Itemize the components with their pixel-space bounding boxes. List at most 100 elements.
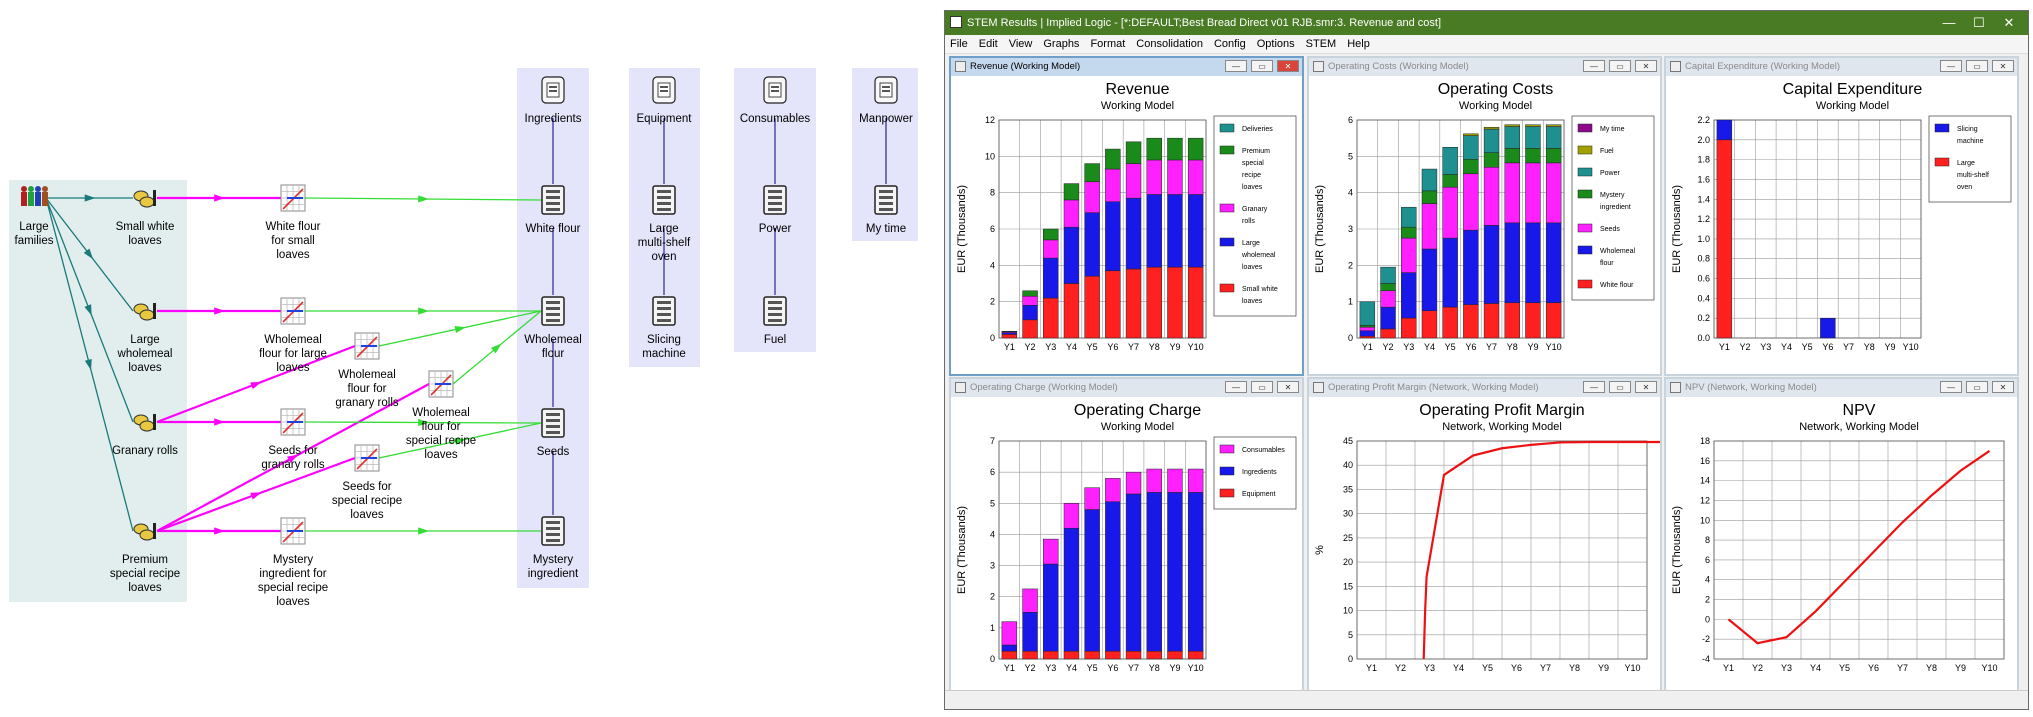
menu-edit[interactable]: Edit [978, 38, 998, 50]
node-mystery-special[interactable]: Mystery ingredient for special recipe loave… [257, 554, 329, 608]
node-seeds-special[interactable]: Seeds for special recipe loaves [331, 481, 403, 521]
node-premium-special-recipe-loaves[interactable]: Premium special recipe loaves [109, 554, 181, 594]
pane-title-bar[interactable]: Operating Costs (Working Model) — ▭ ✕ [1309, 58, 1660, 76]
y-tick-label: -2 [1702, 634, 1710, 644]
pane-close-button[interactable]: ✕ [1992, 381, 2014, 393]
node-ingredients[interactable]: Ingredients [524, 113, 582, 125]
y-axis-label: EUR (Thousands) [956, 185, 968, 273]
pane-close-button[interactable]: ✕ [1277, 381, 1299, 393]
x-tick-label: Y6 [1465, 342, 1476, 352]
chart-pane-5[interactable]: NPV (Network, Working Model) — ▭ ✕ NPV Networ… [1664, 377, 2019, 697]
chart-subtitle: Working Model [1101, 100, 1174, 112]
pane-title: Capital Expenditure (Working Model) [1685, 61, 1841, 72]
pane-close-button[interactable]: ✕ [1277, 60, 1299, 72]
node-manpower[interactable]: Manpower [859, 113, 913, 125]
y-tick-label: 0 [990, 654, 995, 664]
pane-minimize-button[interactable]: — [1225, 381, 1247, 393]
menu-stem[interactable]: STEM [1305, 38, 1337, 50]
bar-segment [1187, 266, 1204, 339]
node-seeds-granary[interactable]: Seeds for granary rolls [261, 445, 325, 471]
chart-pane-0[interactable]: Revenue (Working Model) — ▭ ✕ Revenue Working… [949, 56, 1304, 376]
link-premium-special-recipe-loaves-to-seeds-special-arrow [250, 492, 262, 500]
bar-segment [1084, 509, 1100, 652]
minimize-button[interactable]: — [1942, 15, 1956, 30]
pane-restore-button[interactable]: ▭ [1966, 60, 1988, 72]
node-large-families[interactable]: Large families [14, 221, 54, 247]
y-tick-label: 2 [1705, 595, 1710, 605]
pane-close-button[interactable]: ✕ [1635, 381, 1657, 393]
chart: Operating Charge Working Model 0 1 2 3 4 5 6 7 Y1 Y… [956, 402, 1297, 673]
x-tick-label: Y10 [1546, 342, 1562, 352]
chart: Capital Expenditure Working Model 0.0 0.2 0.… [1671, 81, 2012, 352]
link-large-wholemeal-loaves-to-wholemeal-flour-large-arrow [214, 307, 225, 315]
node-wholemeal-flour[interactable]: Wholemeal flour [524, 334, 582, 360]
pane-minimize-button[interactable]: — [1583, 381, 1605, 393]
bar-segment [1483, 166, 1500, 226]
chart-pane-3[interactable]: Operating Charge (Working Model) — ▭ ✕ Opera… [949, 377, 1304, 697]
bar-segment [1187, 468, 1204, 493]
node-mystery-ingredient[interactable]: Mystery ingredient [527, 554, 579, 580]
pane-title-bar[interactable]: Operating Charge (Working Model) — ▭ ✕ [951, 379, 1302, 397]
node-wholemeal-flour-granary[interactable]: Wholemeal flour for granary rolls [335, 369, 399, 409]
menu-help[interactable]: Help [1347, 38, 1370, 50]
node-my-time[interactable]: My time [865, 223, 907, 235]
node-seeds[interactable]: Seeds [536, 446, 570, 458]
legend-swatch [1219, 145, 1235, 155]
node-wholemeal-flour-special[interactable]: Wholemeal flour for special recipe loaves [405, 407, 477, 461]
x-tick-label: Y7 [1843, 342, 1854, 352]
menu-options[interactable]: Options [1256, 38, 1295, 50]
menu-view[interactable]: View [1008, 38, 1033, 50]
menu-file[interactable]: File [950, 38, 968, 50]
pane-restore-button[interactable]: ▭ [1609, 60, 1631, 72]
pane-title-bar[interactable]: Revenue (Working Model) — ▭ ✕ [951, 58, 1302, 76]
node-white-flour-small[interactable]: White flour for small loaves [265, 221, 321, 261]
chart-pane-2[interactable]: Capital Expenditure (Working Model) — ▭ ✕ Ca… [1664, 56, 2019, 376]
pane-title-bar[interactable]: Operating Profit Margin (Network, Workin… [1309, 379, 1660, 397]
chart-title: Operating Costs [1438, 81, 1554, 98]
pane-restore-button[interactable]: ▭ [1251, 60, 1273, 72]
pane-title-bar[interactable]: Capital Expenditure (Working Model) — ▭ ✕ [1666, 58, 2017, 76]
menu-graphs[interactable]: Graphs [1043, 38, 1080, 50]
node-wholemeal-flour-large[interactable]: Wholemeal flour for large loaves [259, 334, 327, 374]
bar-segment [1380, 266, 1396, 284]
y-tick-label: 10 [1343, 606, 1353, 616]
x-tick-label: Y2 [1383, 342, 1394, 352]
node-slicing-machine[interactable]: Slicing machine [642, 334, 686, 360]
pane-restore-button[interactable]: ▭ [1251, 381, 1273, 393]
legend-entry: Small white loaves [1242, 286, 1278, 305]
pane-minimize-button[interactable]: — [1225, 60, 1247, 72]
pane-restore-button[interactable]: ▭ [1966, 381, 1988, 393]
pane-minimize-button[interactable]: — [1940, 381, 1962, 393]
bar-segment [1442, 237, 1458, 308]
pane-restore-button[interactable]: ▭ [1609, 381, 1631, 393]
menu-config[interactable]: Config [1213, 38, 1246, 50]
node-large-wholemeal-loaves[interactable]: Large wholemeal loaves [117, 334, 173, 374]
pane-title-bar[interactable]: NPV (Network, Working Model) — ▭ ✕ [1666, 379, 2017, 397]
pane-minimize-button[interactable]: — [1583, 60, 1605, 72]
node-small-white-loaves[interactable]: Small white loaves [115, 221, 175, 247]
menu-format[interactable]: Format [1090, 38, 1126, 50]
legend-swatch [1219, 237, 1235, 247]
chart-window-icon [1313, 60, 1324, 72]
node-large-multi-shelf-oven[interactable]: Large multi-shelf oven [637, 223, 691, 263]
link-large-families-to-granary-rolls-arrow [84, 304, 92, 316]
chart-pane-4[interactable]: Operating Profit Margin (Network, Workin… [1307, 377, 1662, 697]
pane-close-button[interactable]: ✕ [1992, 60, 2014, 72]
node-granary-rolls[interactable]: Granary rolls [112, 445, 178, 457]
node-equipment[interactable]: Equipment [636, 113, 692, 125]
close-button[interactable]: ✕ [2003, 15, 2015, 30]
node-consumables[interactable]: Consumables [739, 113, 811, 125]
pane-minimize-button[interactable]: — [1940, 60, 1962, 72]
resource-icon [652, 296, 676, 326]
node-fuel[interactable]: Fuel [763, 334, 787, 346]
bar-segment [1463, 133, 1479, 136]
node-white-flour[interactable]: White flour [525, 223, 581, 235]
chart-pane-1[interactable]: Operating Costs (Working Model) — ▭ ✕ Operat… [1307, 56, 1662, 376]
node-power[interactable]: Power [758, 223, 792, 235]
chart-title: NPV [1843, 402, 1876, 419]
x-tick-label: Y3 [1045, 663, 1056, 673]
pane-close-button[interactable]: ✕ [1635, 60, 1657, 72]
chart: Operating Costs Working Model 0 1 2 3 4 5 6 Y1 Y2 Y… [1314, 81, 1655, 352]
maximize-button[interactable]: ☐ [1973, 15, 1985, 30]
menu-consolidation[interactable]: Consolidation [1136, 38, 1203, 50]
